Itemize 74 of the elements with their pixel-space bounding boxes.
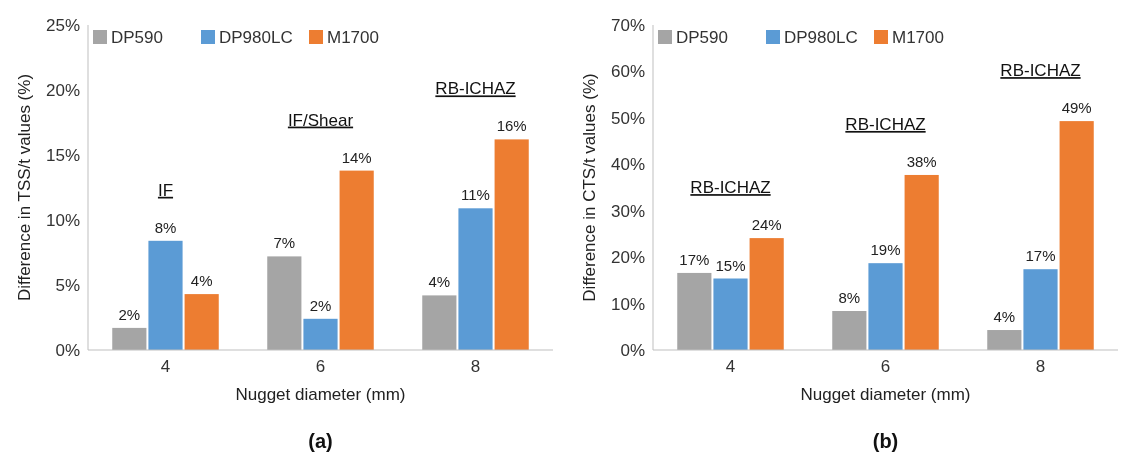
legend-label: M1700 [892, 27, 944, 47]
data-label: 8% [838, 289, 861, 306]
legend-label: DP590 [111, 27, 163, 47]
data-label: 19% [870, 241, 901, 259]
data-label: 2% [309, 296, 332, 314]
data-label: 24% [751, 216, 782, 234]
y-tick-label: 10% [45, 210, 80, 230]
x-axis-title: Nugget diameter (mm) [235, 385, 406, 404]
y-tick-label: 0% [55, 340, 80, 360]
data-label: 2% [118, 305, 141, 323]
legend-label: DP980LC [784, 27, 858, 47]
x-tick-label: 4 [160, 357, 171, 376]
bar [749, 238, 784, 350]
y-tick-label: 50% [610, 108, 645, 128]
data-label: 38% [906, 152, 937, 170]
y-tick-label: 60% [610, 62, 645, 82]
annotation: RB-ICHAZ [845, 114, 926, 134]
bar [832, 311, 867, 350]
data-label: 16% [496, 117, 527, 135]
x-tick-label: 8 [1035, 357, 1046, 376]
data-label: 4% [428, 273, 451, 291]
data-label: 11% [461, 186, 490, 204]
legend-label: DP590 [676, 27, 728, 47]
bar [677, 272, 712, 350]
annotation: RB-ICHAZ [690, 178, 771, 198]
bar [868, 263, 903, 350]
x-axis-title: Nugget diameter (mm) [800, 385, 971, 404]
y-tick-label: 20% [45, 80, 80, 100]
annotation: IF/Shear [287, 110, 354, 130]
data-label: 17% [679, 250, 710, 268]
x-tick-label: 8 [470, 357, 481, 376]
legend-label: DP980LC [219, 27, 293, 47]
data-label: 15% [715, 256, 746, 274]
bar [184, 294, 219, 350]
data-label: 4% [993, 308, 1016, 326]
bar [422, 295, 457, 350]
y-tick-label: 40% [610, 155, 645, 175]
y-tick-label: 15% [45, 145, 80, 165]
bar [1023, 269, 1058, 350]
y-tick-label: 0% [620, 340, 645, 360]
y-tick-label: 10% [610, 294, 645, 314]
bar [713, 278, 748, 350]
data-label: 4% [190, 272, 213, 290]
y-tick-label: 25% [45, 15, 80, 35]
annotation: IF [157, 180, 174, 200]
x-tick-label: 6 [315, 357, 326, 376]
data-label: 49% [1061, 99, 1092, 117]
data-label: 17% [1025, 247, 1056, 265]
annotation: RB-ICHAZ [1000, 61, 1081, 81]
text: (b) [872, 430, 899, 452]
y-tick-label: 5% [55, 275, 80, 295]
bar [267, 256, 302, 350]
y-tick-label: 70% [610, 15, 645, 35]
x-tick-label: 6 [880, 357, 891, 376]
data-label: 7% [273, 234, 296, 252]
bar [494, 139, 529, 350]
data-label: 8% [154, 218, 177, 236]
y-axis-title: Difference in CTS/t values (%) [580, 73, 599, 302]
bar [112, 327, 147, 350]
bar [148, 240, 183, 350]
text: (a) [308, 430, 333, 452]
bar [987, 330, 1022, 350]
data-label: 14% [341, 148, 372, 166]
legend-label: M1700 [327, 27, 379, 47]
y-axis-title: Difference in TSS/t values (%) [15, 73, 34, 302]
y-tick-label: 20% [610, 248, 645, 268]
bar [339, 170, 374, 350]
bar [303, 318, 338, 350]
bar [1059, 121, 1094, 350]
annotation: RB-ICHAZ [435, 79, 516, 99]
x-tick-label: 4 [725, 357, 736, 376]
bar [458, 208, 493, 350]
y-tick-label: 30% [610, 201, 645, 221]
bar [904, 174, 939, 350]
